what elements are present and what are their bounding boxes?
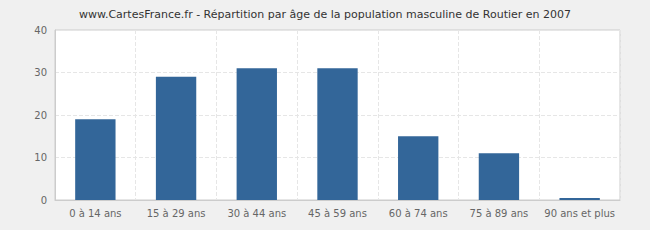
svg-text:20: 20: [34, 110, 47, 121]
svg-text:40: 40: [34, 25, 47, 36]
svg-text:90 ans et plus: 90 ans et plus: [544, 208, 615, 219]
svg-text:0: 0: [41, 195, 47, 206]
svg-text:30: 30: [34, 67, 47, 78]
svg-text:75 à 89 ans: 75 à 89 ans: [470, 208, 529, 219]
svg-text:45 à 59 ans: 45 à 59 ans: [308, 208, 367, 219]
svg-text:60 à 74 ans: 60 à 74 ans: [389, 208, 448, 219]
svg-text:30 à 44 ans: 30 à 44 ans: [227, 208, 286, 219]
svg-text:www.CartesFrance.fr - Répartit: www.CartesFrance.fr - Répartition par âg…: [79, 8, 571, 21]
svg-text:0 à 14 ans: 0 à 14 ans: [69, 208, 121, 219]
svg-text:15 à 29 ans: 15 à 29 ans: [147, 208, 206, 219]
svg-text:10: 10: [34, 152, 47, 163]
